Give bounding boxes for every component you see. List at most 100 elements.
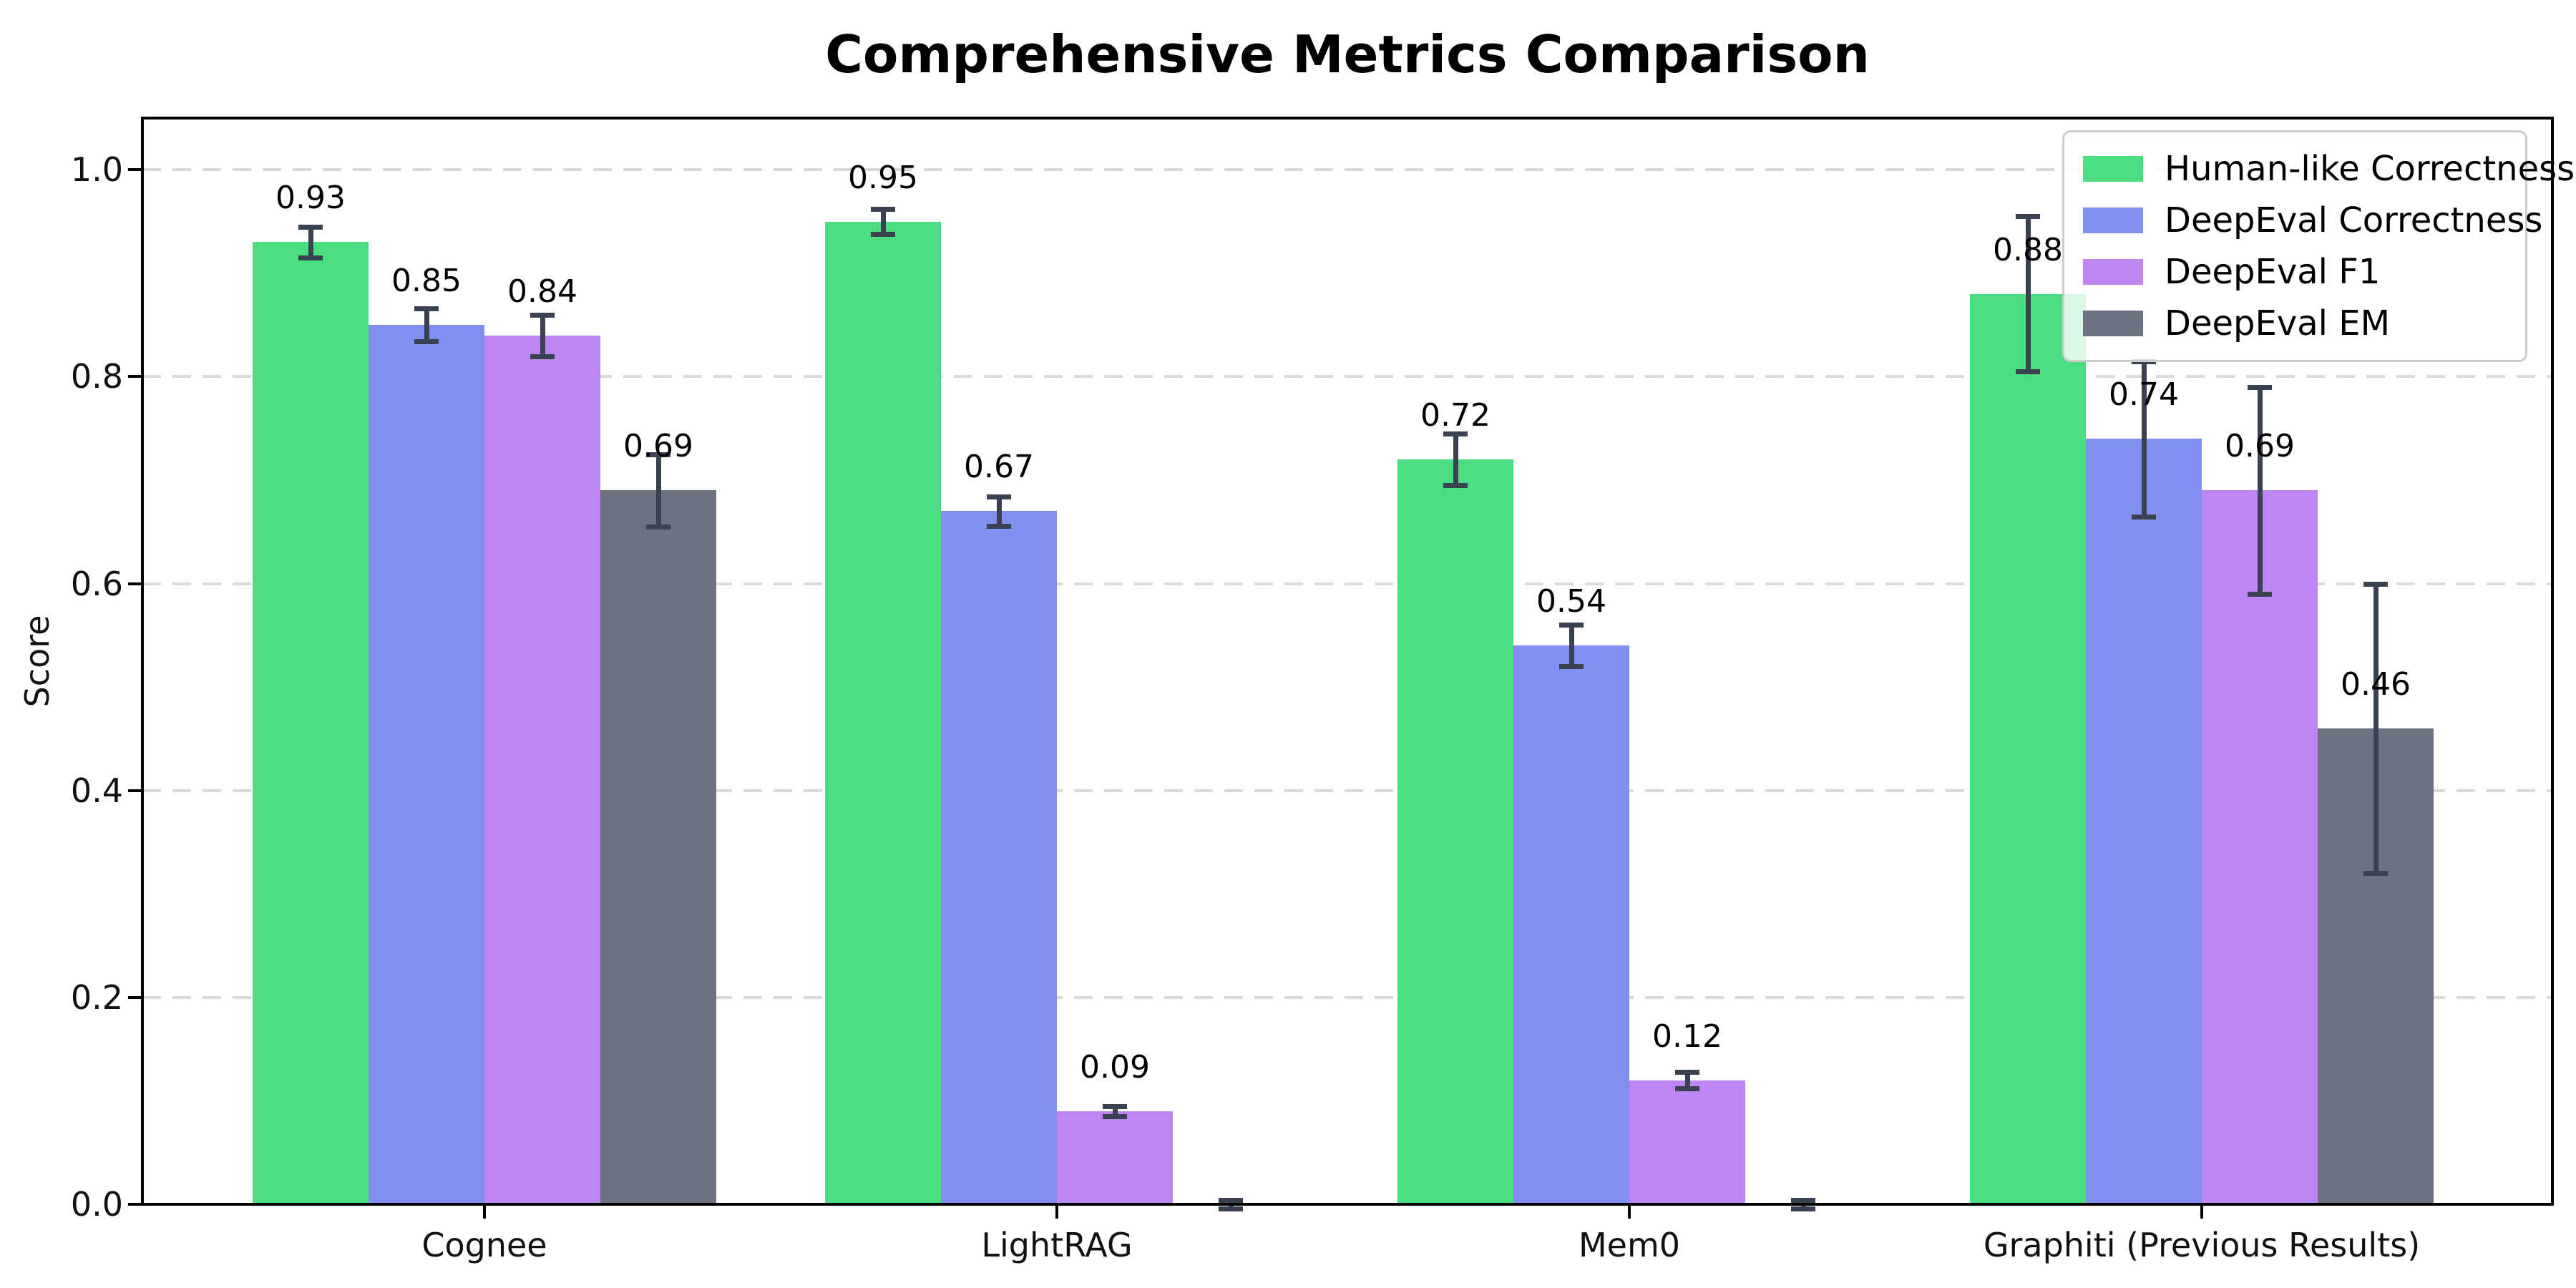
gridline <box>142 995 2552 999</box>
bar-deepeval-correctness-graphiti-previous-results <box>2086 439 2202 1204</box>
error-bar-deepeval-em-graphiti-previous-results-cap-top <box>2363 581 2388 587</box>
error-bar-deepeval-f1-lightrag <box>1113 1106 1118 1117</box>
value-label-human-like-correctness-mem0: 0.72 <box>1420 397 1491 434</box>
legend-label: DeepEval EM <box>2165 303 2390 343</box>
error-bar-human-like-correctness-graphiti-previous-results-cap-top <box>2016 214 2040 220</box>
x-tick <box>1628 1206 1631 1219</box>
error-bar-deepeval-f1-cognee-cap-bottom <box>530 353 555 359</box>
y-tick-label: 0.4 <box>70 771 123 810</box>
bar-deepeval-correctness-cognee <box>369 325 484 1204</box>
gridline <box>142 375 2552 379</box>
error-bar-human-like-correctness-lightrag-cap-top <box>871 207 895 213</box>
legend-swatch-deepeval-f1 <box>2083 259 2143 285</box>
error-bar-human-like-correctness-cognee-cap-top <box>298 224 323 230</box>
value-label-human-like-correctness-lightrag: 0.95 <box>848 159 918 196</box>
legend-item-deepeval-f1: DeepEval F1 <box>2083 251 2507 293</box>
bar-human-like-correctness-lightrag <box>825 221 941 1204</box>
bar-human-like-correctness-cognee <box>253 242 369 1204</box>
error-bar-human-like-correctness-graphiti-previous-results-cap-bottom <box>2016 369 2040 375</box>
error-bar-human-like-correctness-mem0 <box>1453 433 1458 486</box>
y-tick <box>128 1203 141 1206</box>
y-tick <box>128 168 141 172</box>
legend-swatch-human-like-correctness <box>2083 156 2143 182</box>
bar-human-like-correctness-mem0 <box>1397 459 1513 1204</box>
value-label-deepeval-correctness-cognee: 0.85 <box>391 263 462 300</box>
error-bar-deepeval-f1-mem0-cap-top <box>1675 1069 1699 1075</box>
error-bar-deepeval-correctness-cognee-cap-bottom <box>414 339 439 345</box>
y-tick <box>128 375 141 379</box>
legend-item-human-like-correctness: Human-like Correctness <box>2083 148 2575 190</box>
value-label-deepeval-correctness-lightrag: 0.67 <box>964 449 1034 486</box>
chart-title: Comprehensive Metrics Comparison <box>825 24 1870 84</box>
bar-deepeval-correctness-mem0 <box>1513 645 1629 1204</box>
legend-label: Human-like Correctness <box>2165 149 2575 189</box>
bar-deepeval-f1-lightrag <box>1057 1111 1173 1204</box>
error-bar-human-like-correctness-lightrag <box>881 209 886 234</box>
value-label-deepeval-f1-mem0: 0.12 <box>1652 1018 1722 1055</box>
error-bar-deepeval-f1-graphiti-previous-results-cap-top <box>2248 384 2272 390</box>
error-bar-human-like-correctness-cognee <box>308 226 313 258</box>
value-label-human-like-correctness-cognee: 0.93 <box>275 180 346 217</box>
y-tick <box>128 582 141 585</box>
axis-spine-bottom <box>141 1203 2554 1206</box>
error-bar-deepeval-f1-mem0 <box>1685 1071 1690 1089</box>
gridline <box>142 168 2552 172</box>
axis-spine-right <box>2551 117 2554 1206</box>
bar-deepeval-f1-mem0 <box>1629 1080 1745 1204</box>
value-label-deepeval-em-cognee: 0.69 <box>623 428 693 465</box>
value-label-deepeval-f1-lightrag: 0.09 <box>1080 1048 1150 1085</box>
error-bar-deepeval-correctness-mem0-cap-bottom <box>1559 664 1584 670</box>
error-bar-deepeval-em-cognee-cap-bottom <box>646 525 670 530</box>
legend-label: DeepEval F1 <box>2165 252 2381 292</box>
axis-spine-top <box>141 117 2554 119</box>
axis-spine-left <box>141 117 144 1206</box>
error-bar-deepeval-correctness-graphiti-previous-results-cap-bottom <box>2132 514 2156 519</box>
error-bar-human-like-correctness-cognee-cap-bottom <box>298 255 323 261</box>
x-tick <box>2200 1206 2203 1219</box>
error-bar-deepeval-f1-lightrag-cap-bottom <box>1103 1114 1127 1120</box>
error-bar-deepeval-em-lightrag-cap-top <box>1219 1198 1243 1204</box>
gridline <box>142 582 2552 585</box>
error-bar-deepeval-em-cognee-cap-top <box>646 452 670 457</box>
bar-deepeval-f1-graphiti-previous-results <box>2202 490 2318 1204</box>
error-bar-human-like-correctness-mem0-cap-top <box>1443 431 1468 436</box>
error-bar-deepeval-f1-cognee <box>540 314 545 356</box>
bar-deepeval-f1-cognee <box>484 335 600 1204</box>
error-bar-deepeval-em-graphiti-previous-results <box>2373 583 2379 874</box>
value-label-deepeval-f1-cognee: 0.84 <box>507 273 577 310</box>
y-tick-label: 1.0 <box>70 150 123 190</box>
y-tick-label: 0.8 <box>70 357 123 396</box>
error-bar-deepeval-correctness-mem0 <box>1569 625 1574 667</box>
error-bar-deepeval-correctness-lightrag-cap-bottom <box>987 523 1011 529</box>
error-bar-deepeval-em-lightrag-cap-bottom <box>1219 1206 1243 1211</box>
error-bar-deepeval-correctness-lightrag-cap-top <box>987 494 1011 500</box>
x-tick-label-mem0: Mem0 <box>1578 1226 1681 1264</box>
error-bar-deepeval-em-graphiti-previous-results-cap-bottom <box>2363 871 2388 877</box>
x-tick-label-lightrag: LightRAG <box>981 1226 1133 1264</box>
error-bar-deepeval-f1-cognee-cap-top <box>530 312 555 318</box>
error-bar-deepeval-correctness-cognee-cap-top <box>414 306 439 311</box>
legend-label: DeepEval Correctness <box>2165 200 2543 240</box>
legend-item-deepeval-em: DeepEval EM <box>2083 303 2507 344</box>
x-tick-label-graphiti-previous-results: Graphiti (Previous Results) <box>1983 1226 2421 1264</box>
error-bar-deepeval-correctness-graphiti-previous-results <box>2142 361 2147 517</box>
x-tick-label-cognee: Cognee <box>421 1226 547 1264</box>
error-bar-deepeval-f1-mem0-cap-bottom <box>1675 1086 1699 1092</box>
y-tick-label: 0.0 <box>70 1185 123 1224</box>
legend: Human-like Correctness DeepEval Correctne… <box>2062 130 2575 362</box>
error-bar-deepeval-f1-lightrag-cap-top <box>1103 1103 1127 1109</box>
error-bar-deepeval-correctness-mem0-cap-top <box>1559 623 1584 628</box>
error-bar-deepeval-em-mem0-cap-top <box>1791 1198 1815 1204</box>
value-label-deepeval-correctness-graphiti-previous-results: 0.74 <box>2109 376 2179 414</box>
bar-human-like-correctness-graphiti-previous-results <box>1970 293 2086 1204</box>
error-bar-deepeval-em-cognee <box>656 454 661 527</box>
bar-deepeval-correctness-lightrag <box>941 511 1057 1204</box>
gridline <box>142 789 2552 792</box>
error-bar-human-like-correctness-graphiti-previous-results <box>2026 216 2031 372</box>
value-label-deepeval-f1-graphiti-previous-results: 0.69 <box>2225 428 2295 465</box>
error-bar-human-like-correctness-lightrag-cap-bottom <box>871 231 895 237</box>
value-label-deepeval-em-graphiti-previous-results: 0.46 <box>2341 665 2411 703</box>
legend-swatch-deepeval-em <box>2083 311 2143 336</box>
